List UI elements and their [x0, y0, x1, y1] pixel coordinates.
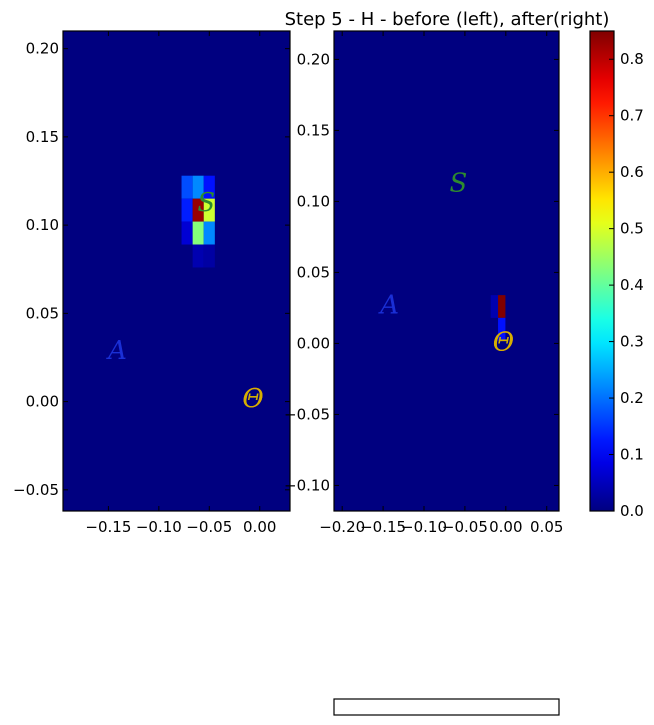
y-tick-label: 0.20	[297, 50, 330, 68]
y-tick-label: 0.15	[297, 121, 330, 139]
y-tick-label: 0.05	[26, 304, 59, 322]
colorbar-tick-label: 0.2	[620, 389, 644, 407]
y-tick-label: 0.00	[297, 334, 330, 352]
point-label: S	[197, 188, 215, 218]
heatmap-cell	[203, 244, 215, 268]
point-label: Θ	[493, 327, 514, 357]
point-label: Θ	[242, 384, 263, 414]
axes-frame	[62, 30, 291, 512]
heatmap-cell	[181, 198, 193, 222]
heatmap-cell	[203, 175, 215, 199]
colorbar-tick-label: 0.3	[620, 333, 644, 351]
empty-bottom-box	[333, 698, 560, 716]
y-tick-label: 0.00	[26, 393, 59, 411]
colorbar-tick-label: 0.4	[620, 276, 644, 294]
y-tick-label: 0.05	[297, 263, 330, 281]
colorbar-tick-label: 0.0	[620, 502, 644, 520]
axes-frame	[333, 30, 560, 512]
x-tick-label: −0.05	[186, 518, 232, 536]
y-tick-label: 0.10	[297, 192, 330, 210]
heatmap-cell	[498, 317, 506, 341]
heatmap-cell	[181, 221, 193, 245]
y-tick-label: −0.05	[284, 405, 330, 423]
colorbar-tick-label: 0.7	[620, 107, 644, 125]
y-tick-label: −0.05	[13, 481, 59, 499]
x-tick-label: 0.00	[243, 518, 276, 536]
heatmap-cell	[203, 221, 215, 245]
x-tick-label: −0.10	[401, 518, 447, 536]
colorbar-tick-label: 0.6	[620, 163, 644, 181]
colorbar-gradient	[589, 30, 615, 512]
point-label: A	[106, 336, 127, 366]
colorbar-tick-label: 0.5	[620, 220, 644, 238]
x-tick-label: −0.15	[85, 518, 131, 536]
heatmap-background	[63, 31, 290, 511]
x-tick-label: 0.00	[489, 518, 522, 536]
x-tick-label: −0.05	[442, 518, 488, 536]
heatmap-cell	[192, 198, 204, 222]
heatmap-cell	[203, 198, 215, 222]
point-label: O	[493, 327, 514, 357]
x-tick-label: −0.10	[136, 518, 182, 536]
heatmap-cell	[192, 244, 204, 268]
point-label: A	[378, 291, 399, 321]
heatmap-cell	[192, 175, 204, 199]
x-tick-label: 0.05	[530, 518, 563, 536]
chart-title: Step 5 - H - before (left), after(right)	[285, 9, 610, 30]
heatmap-cell	[490, 295, 499, 318]
y-tick-label: 0.10	[26, 216, 59, 234]
colorbar-tick-label: 0.1	[620, 446, 644, 464]
x-tick-label: −0.20	[319, 518, 365, 536]
x-tick-label: −0.15	[360, 518, 406, 536]
point-label: S	[449, 168, 467, 198]
heatmap-cell	[181, 175, 193, 199]
y-tick-label: 0.15	[26, 128, 59, 146]
colorbar-tick-label: 0.8	[620, 50, 644, 68]
heatmap-background	[334, 31, 559, 511]
heatmap-cell	[498, 295, 506, 318]
point-label: O	[242, 384, 263, 414]
y-tick-label: −0.10	[284, 476, 330, 494]
y-tick-label: 0.20	[26, 40, 59, 58]
heatmap-cell	[192, 221, 204, 245]
colorbar: 0.0 0.1 0.2 0.3 0.4 0.5 0.6 0.7 0.8	[589, 30, 644, 520]
